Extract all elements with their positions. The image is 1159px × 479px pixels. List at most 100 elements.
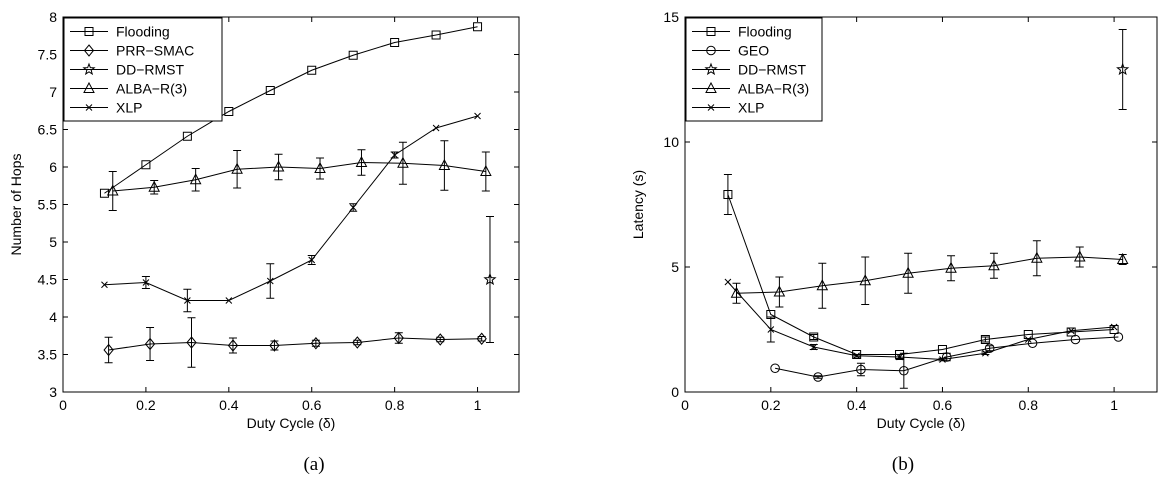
data-point [144, 337, 156, 351]
data-point [941, 352, 952, 362]
y-tick-label: 7.5 [38, 47, 58, 63]
data-point [1116, 62, 1130, 76]
data-point [1110, 323, 1118, 331]
caption-a: (a) [303, 454, 324, 475]
data-point [1113, 332, 1124, 342]
series-line [104, 115, 478, 301]
x-tick-label: 0.6 [302, 397, 322, 413]
data-point [269, 339, 280, 352]
x-tick-label: 0 [681, 397, 689, 413]
data-point [272, 160, 285, 172]
y-tick-label: 7 [49, 84, 57, 100]
legend-marker [706, 45, 716, 56]
y-tick-label: 5.5 [38, 197, 58, 213]
data-point [148, 180, 161, 192]
x-tick-label: 0.6 [933, 397, 953, 413]
data-point [853, 352, 860, 360]
data-point [767, 326, 775, 333]
data-point [231, 162, 243, 174]
data-point [980, 335, 990, 344]
x-axis-label: Duty Cycle (δ) [877, 415, 966, 431]
series-line [112, 161, 486, 192]
data-point [310, 336, 322, 350]
y-axis-label: Number of Hops [8, 154, 24, 256]
data-point [348, 50, 358, 60]
data-point [476, 332, 487, 346]
data-point [101, 281, 108, 289]
data-point [435, 333, 446, 346]
legend-label: PRR−SMAC [116, 43, 194, 59]
series-alba-r-3- [730, 240, 1129, 309]
series-line [108, 337, 482, 351]
data-point [896, 353, 903, 361]
y-tick-label: 6 [49, 159, 57, 175]
legend-label: DD−RMST [116, 62, 185, 78]
data-point [182, 131, 192, 141]
legend-marker [83, 81, 95, 93]
data-point [473, 22, 483, 32]
data-point [1031, 251, 1043, 263]
data-point [307, 65, 317, 75]
series-geo [770, 332, 1124, 389]
data-point [393, 331, 404, 345]
data-point [189, 173, 202, 185]
data-point [266, 277, 274, 285]
legend-marker [704, 62, 718, 76]
data-point [1109, 325, 1119, 334]
data-point [939, 356, 946, 363]
legend-label: XLP [738, 100, 764, 116]
x-axis-label: Duty Cycle (δ) [247, 415, 336, 431]
data-point [723, 190, 733, 199]
legend-marker [85, 104, 93, 111]
data-point [816, 279, 829, 291]
legend: Flooding GEO DD−RMST ALBA−R(3) XLP [685, 17, 823, 122]
series-xlp [101, 112, 481, 313]
data-point [106, 184, 119, 196]
legend-label: Flooding [738, 24, 792, 40]
data-point [391, 151, 398, 159]
data-point [225, 297, 233, 304]
data-point [265, 86, 275, 95]
y-tick-label: 3 [49, 384, 57, 400]
legend-marker [706, 27, 716, 36]
legend-marker [83, 44, 95, 57]
data-point [899, 365, 909, 376]
legend-label: GEO [738, 43, 769, 59]
legend: Flooding PRR−SMAC DD−RMST ALBA−R(3) XLP [63, 17, 223, 122]
data-point [1023, 330, 1033, 339]
data-point [186, 336, 197, 349]
data-point [397, 156, 409, 168]
x-tick-label: 1 [1110, 397, 1118, 413]
data-point [724, 278, 732, 286]
data-point [730, 286, 743, 298]
y-tick-label: 5 [671, 259, 679, 275]
data-point [142, 279, 150, 286]
data-point [432, 124, 440, 132]
series-line [736, 256, 1123, 294]
data-point [1116, 252, 1129, 264]
data-point [809, 332, 819, 342]
data-point [859, 274, 872, 286]
x-tick-label: 0.8 [385, 397, 405, 413]
data-point [355, 155, 368, 167]
y-tick-label: 10 [663, 134, 679, 150]
caption-b: (b) [892, 454, 914, 475]
data-point [810, 343, 818, 351]
y-tick-label: 4 [49, 309, 57, 325]
data-point [438, 158, 451, 170]
data-point [431, 30, 441, 40]
series-dd-rmst [1116, 29, 1130, 110]
y-tick-label: 15 [663, 9, 679, 25]
data-point [937, 345, 947, 354]
data-point [314, 161, 326, 173]
plot-frame [684, 16, 1158, 393]
legend-label: XLP [116, 100, 142, 116]
data-point [770, 363, 780, 374]
data-point [984, 343, 995, 354]
data-point [1073, 250, 1086, 262]
data-point [480, 164, 492, 176]
series-line [104, 26, 478, 194]
data-point [224, 107, 234, 116]
